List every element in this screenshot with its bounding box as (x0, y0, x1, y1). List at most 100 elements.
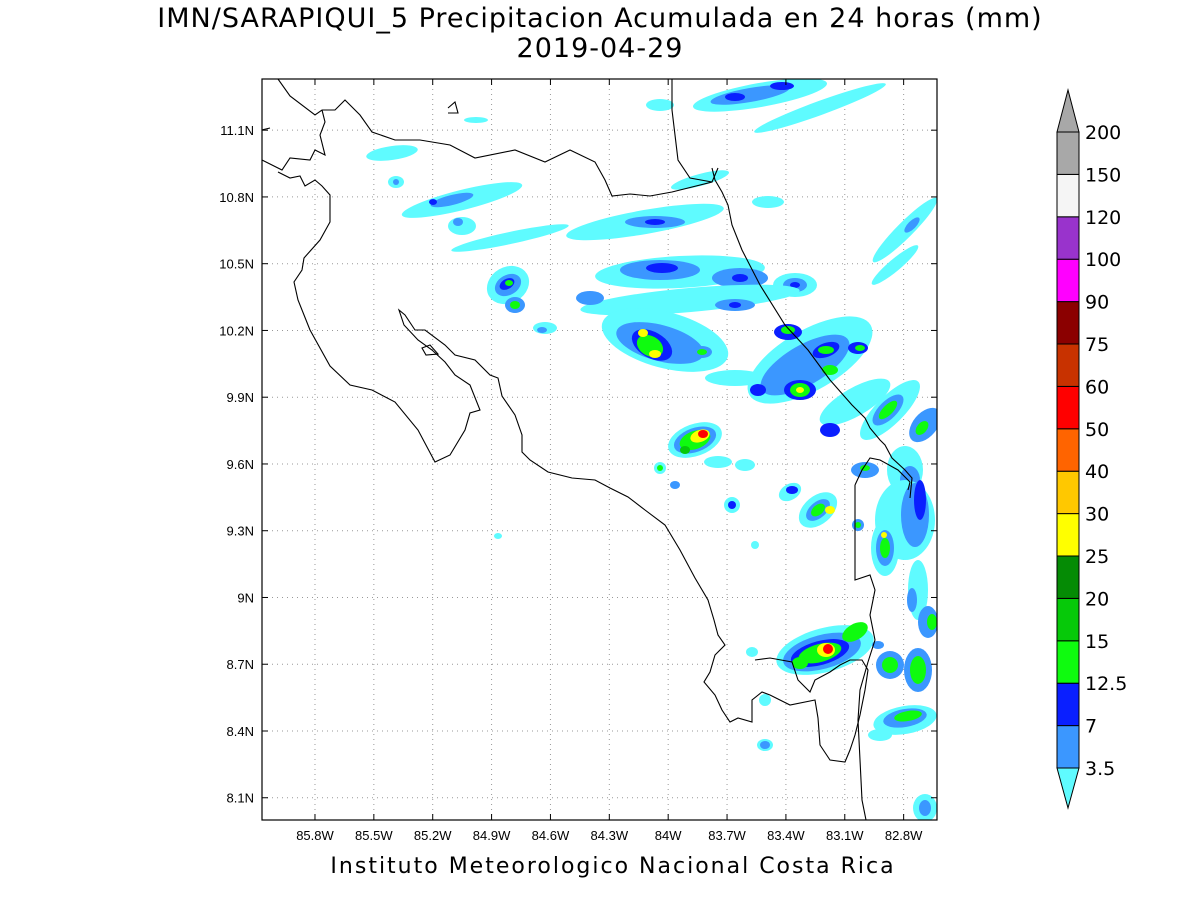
colorbar-label: 15 (1085, 631, 1109, 653)
colorbar-label: 75 (1085, 334, 1109, 356)
lon-tick-label: 83.1W (826, 828, 864, 843)
rain-contour (645, 219, 665, 225)
colorbar-swatch (1056, 555, 1080, 599)
rain-contour (580, 284, 800, 316)
panama-border-lower (857, 661, 869, 820)
lon-tick-label: 85.8W (296, 828, 334, 843)
rain-contour (759, 694, 771, 706)
lat-tick-label: 10.8N (219, 190, 254, 205)
rain-patch (747, 316, 937, 560)
rain-contour (746, 647, 758, 657)
rain-contour (914, 480, 926, 520)
lat-tick-label: 10.5N (219, 257, 254, 272)
rain-contour (882, 657, 898, 673)
colorbar-swatch (1056, 343, 1080, 387)
map-date: 2019-04-29 (516, 33, 684, 64)
colorbar-label: 60 (1085, 376, 1109, 398)
rain-contour (910, 656, 926, 684)
colorbar-swatch (1056, 258, 1080, 303)
lon-tick-label: 84W (655, 828, 682, 843)
colorbar-swatch (1056, 513, 1080, 557)
lat-tick-label: 9.3N (227, 524, 254, 539)
rain-contour (915, 421, 929, 435)
colorbar-label: 7 (1085, 716, 1097, 738)
rain-contour (510, 301, 520, 309)
precipitation-field (366, 79, 937, 820)
coastlines-and-borders (262, 79, 913, 820)
colorbar-label: 25 (1085, 546, 1109, 568)
rain-contour (871, 245, 919, 285)
rain-contour (842, 622, 868, 642)
lat-tick-label: 9.9N (227, 390, 254, 405)
rain-patch (601, 308, 765, 489)
colorbar-swatch (1056, 131, 1080, 175)
rain-contour (453, 218, 463, 226)
plot-frame (261, 78, 938, 821)
colorbar-swatch (1056, 640, 1080, 684)
lat-tick-label: 8.1N (227, 791, 254, 806)
lake-shore (262, 109, 326, 171)
colorbar-label: 50 (1085, 419, 1109, 441)
lon-tick-label: 83.4W (767, 828, 805, 843)
rain-contour (366, 145, 418, 161)
rain-contour (752, 196, 784, 208)
nicaragua-coast (277, 79, 719, 197)
rain-contour (393, 179, 399, 185)
colorbar-swatch (1056, 597, 1080, 642)
rain-contour (697, 349, 707, 355)
footer-credit: Instituto Meteorologico Nacional Costa R… (330, 854, 896, 879)
rain-contour (754, 83, 886, 133)
rain-contour (904, 217, 920, 233)
rain-contour (537, 327, 547, 333)
rain-contour (750, 384, 766, 396)
rain-patch (746, 606, 937, 820)
rain-patch (566, 79, 937, 285)
lat-tick-label: 8.7N (227, 657, 254, 672)
rain-contour (704, 456, 732, 468)
lat-tick-label: 9N (237, 590, 254, 605)
rain-contour (823, 644, 833, 654)
lat-tick-label: 8.4N (227, 724, 254, 739)
rain-patch (576, 255, 817, 316)
colorbar-swatch (1056, 428, 1080, 472)
colorbar-label: 120 (1085, 207, 1121, 229)
rain-contour (751, 541, 759, 549)
rain-contour (820, 423, 840, 437)
nicoya-island (421, 344, 440, 356)
rain-contour (872, 641, 884, 649)
lon-tick-label: 82.8W (885, 828, 923, 843)
colorbar-label: 100 (1085, 249, 1121, 271)
colorbar: 3.5 7 12.5 15 20 25 30 40 50 60 75 90 100 120 150 200 (1056, 88, 1127, 810)
colorbar-label: 3.5 (1085, 758, 1115, 780)
colorbar-label: 30 (1085, 504, 1109, 526)
map-axes: 85.8W 85.5W 85.2W 84.9W 84.6W 84.3W 84W 83.7W 83… (219, 79, 937, 843)
rain-contour (792, 657, 808, 669)
lon-tick-label: 84.6W (532, 828, 570, 843)
colorbar-label: 150 (1085, 164, 1121, 186)
lon-tick-label: 83.7W (708, 828, 746, 843)
rain-contour (819, 378, 891, 426)
lon-tick-label: 85.2W (414, 828, 452, 843)
rain-patch (366, 117, 569, 539)
lon-tick-label: 85.5W (355, 828, 393, 843)
rain-contour (505, 280, 513, 286)
colorbar-label: 20 (1085, 588, 1109, 610)
colorbar-high-arrow (1056, 88, 1080, 133)
rain-contour (430, 192, 474, 208)
rain-contour (927, 614, 937, 630)
rain-contour (825, 506, 835, 514)
panama-border (854, 457, 911, 663)
rain-contour (732, 274, 748, 282)
lon-tick-label: 84.9W (473, 828, 511, 843)
rain-contour (894, 710, 922, 722)
lat-tick-label: 9.6N (227, 457, 254, 472)
rain-contour (638, 329, 648, 337)
rain-contour (855, 345, 865, 351)
rain-contour (907, 588, 917, 612)
colorbar-swatch (1056, 470, 1080, 515)
rain-contour (576, 291, 604, 305)
rain-contour (698, 430, 708, 438)
rain-contour (786, 486, 798, 494)
rain-contour (811, 503, 825, 517)
rain-contour (429, 199, 437, 205)
